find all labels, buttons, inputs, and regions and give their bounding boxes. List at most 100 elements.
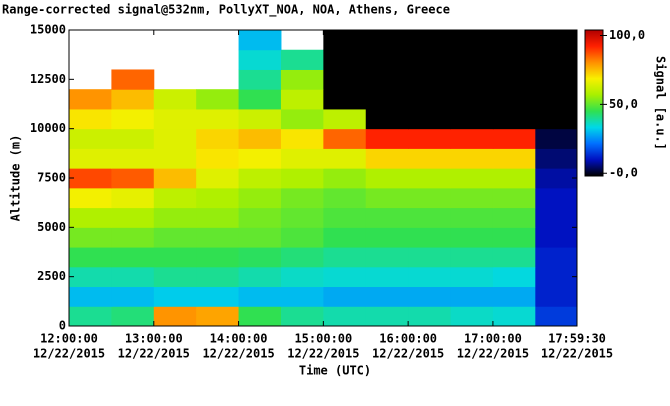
colorbar-cell	[585, 102, 603, 104]
colorbar-cell	[585, 80, 603, 82]
colorbar-cell	[585, 94, 603, 96]
colorbar-cell	[585, 136, 603, 138]
colorbar-cell	[585, 72, 603, 74]
heatmap-cell	[69, 266, 112, 288]
heatmap-cell	[408, 266, 452, 288]
heatmap-cell	[365, 227, 409, 248]
y-tick-label: 2500	[37, 269, 66, 283]
colorbar-cell	[585, 60, 603, 62]
colorbar-cell	[585, 104, 603, 106]
heatmap-cell	[280, 247, 324, 268]
colorbar-cell	[585, 151, 603, 153]
heatmap-cell	[111, 108, 155, 130]
heatmap-cell	[408, 128, 452, 149]
heatmap-cell	[450, 207, 494, 228]
heatmap-cell	[153, 227, 197, 248]
colorbar-cell	[585, 52, 603, 54]
heatmap-cell	[492, 286, 536, 307]
x-tick-date: 12/22/2015	[33, 347, 105, 361]
colorbar-cell	[585, 124, 603, 126]
heatmap-cell	[492, 148, 536, 169]
heatmap-cell	[69, 286, 112, 307]
colorbar-cell	[585, 130, 603, 132]
heatmap-cell	[280, 128, 324, 149]
colorbar-cell	[585, 64, 603, 66]
colorbar-cell	[585, 62, 603, 64]
colorbar-cell	[585, 37, 603, 39]
heatmap-cell	[238, 108, 282, 130]
heatmap-cell	[238, 266, 282, 288]
colorbar-cell	[585, 65, 603, 67]
heatmap-cell	[111, 207, 155, 228]
colorbar-cell	[585, 33, 603, 35]
colorbar-cell	[585, 46, 603, 48]
heatmap-cell	[492, 227, 536, 248]
heatmap-cell	[535, 89, 577, 110]
colorbar-cell	[585, 79, 603, 81]
colorbar-cell	[585, 173, 603, 175]
colorbar-tick-label: 50,0	[609, 97, 638, 111]
colorbar-cell	[585, 138, 603, 140]
heatmap-cell	[111, 89, 155, 110]
colorbar-cell	[585, 108, 603, 110]
heatmap-cell	[153, 108, 197, 130]
x-tick-label: 17:59:30	[548, 332, 606, 346]
heatmap-cell	[365, 207, 409, 228]
colorbar-cell	[585, 174, 603, 176]
colorbar-cell	[585, 49, 603, 51]
colorbar-cell	[585, 71, 603, 73]
heatmap-cell	[153, 89, 197, 110]
colorbar-cell	[585, 59, 603, 61]
colorbar-cell	[585, 167, 603, 169]
heatmap-cell	[408, 49, 452, 70]
heatmap-cell	[196, 227, 240, 248]
colorbar-cell	[585, 121, 603, 123]
colorbar-cell	[585, 96, 603, 98]
heatmap-cell	[238, 168, 282, 189]
heatmap-cell	[196, 148, 240, 169]
colorbar-cell	[585, 107, 603, 109]
colorbar-cell	[585, 157, 603, 159]
colorbar-cell	[585, 115, 603, 117]
heatmap-cell	[408, 247, 452, 268]
heatmap-cell	[196, 128, 240, 149]
colorbar-cell	[585, 31, 603, 33]
colorbar-cell	[585, 82, 603, 84]
colorbar-cell	[585, 168, 603, 170]
heatmap-cell	[196, 168, 240, 189]
x-tick-label: 12:00:00	[40, 332, 98, 346]
heatmap-cell	[69, 187, 112, 209]
colorbar-cell	[585, 56, 603, 58]
heatmap-cell	[365, 49, 409, 70]
colorbar-cell	[585, 111, 603, 113]
colorbar-cell	[585, 159, 603, 161]
heatmap-cell	[323, 108, 367, 130]
colorbar-cell	[585, 148, 603, 150]
colorbar-cell	[585, 66, 603, 68]
heatmap-cell	[535, 306, 577, 326]
heatmap-cell	[280, 266, 324, 288]
heatmap-cell	[450, 247, 494, 268]
x-tick-date: 12/22/2015	[287, 347, 359, 361]
colorbar-cell	[585, 145, 603, 147]
colorbar-cell	[585, 55, 603, 57]
colorbar-cell	[585, 41, 603, 43]
heatmap-cell	[280, 306, 324, 326]
heatmap-cell	[153, 247, 197, 268]
y-tick-label: 7500	[37, 171, 66, 185]
colorbar-cell	[585, 54, 603, 56]
heatmap-cell	[408, 69, 452, 90]
colorbar-cell	[585, 73, 603, 75]
heatmap-cell	[450, 168, 494, 189]
colorbar-cell	[585, 123, 603, 125]
heatmap-cell	[323, 49, 367, 70]
heatmap-cell	[323, 168, 367, 189]
heatmap-cell	[450, 286, 494, 307]
colorbar-cell	[585, 45, 603, 47]
heatmap-cell	[365, 187, 409, 209]
heatmap-cell	[450, 148, 494, 169]
colorbar-cell	[585, 47, 603, 49]
y-tick-label: 10000	[30, 121, 66, 135]
colorbar-cell	[585, 155, 603, 157]
